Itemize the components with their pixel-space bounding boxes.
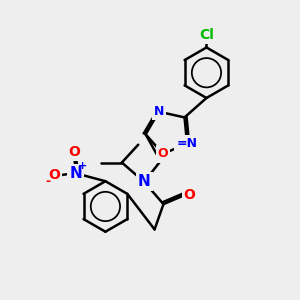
Text: O: O xyxy=(48,168,60,182)
Text: N: N xyxy=(69,166,82,181)
Text: O: O xyxy=(158,147,168,161)
Text: O: O xyxy=(68,146,80,159)
Text: =N: =N xyxy=(176,137,197,150)
Text: Cl: Cl xyxy=(199,28,214,42)
Text: +: + xyxy=(78,161,87,171)
Text: -: - xyxy=(45,175,50,188)
Text: O: O xyxy=(184,188,196,202)
Text: N: N xyxy=(138,174,151,189)
Text: N: N xyxy=(154,105,164,118)
